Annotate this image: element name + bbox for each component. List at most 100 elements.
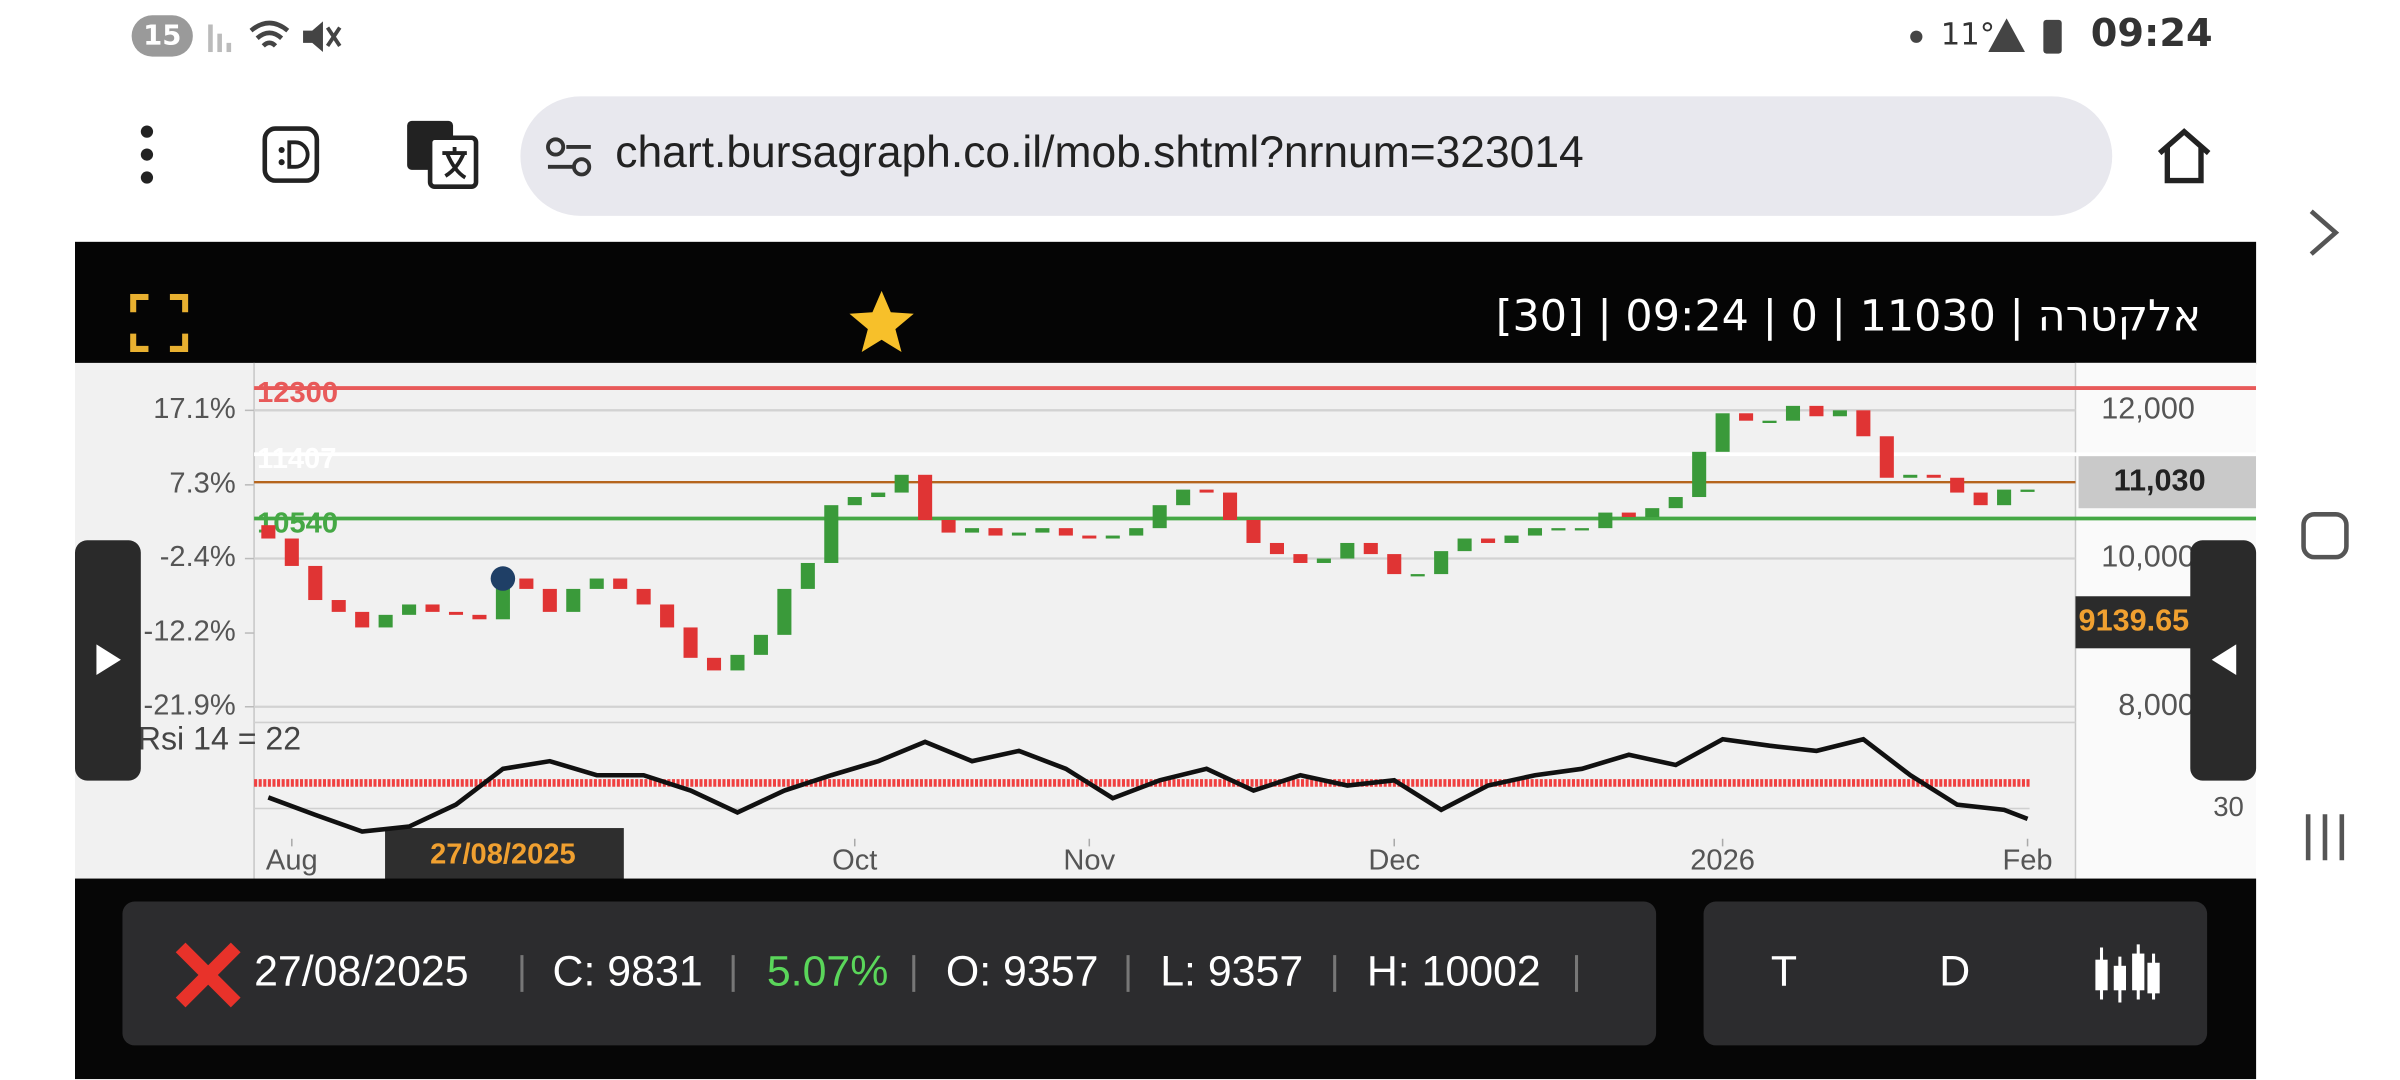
tool-button[interactable]: T	[1770, 947, 1798, 995]
y-tick-label: 10,000	[2101, 540, 2195, 574]
candle-body	[1316, 558, 1331, 563]
browser-toolbar: chart.bursagraph.co.il/mob.shtml?nrnum=3…	[74, 76, 2257, 242]
candle-body	[261, 525, 276, 539]
candle-body	[1762, 420, 1777, 423]
candle-body	[402, 604, 417, 615]
candle-body	[1645, 508, 1660, 518]
last-price-box	[2078, 456, 2257, 509]
candle-body	[1434, 551, 1449, 575]
chart: 12,000 10,000 8,000 17.1% 7.3% -2.4% -12.2% -21…	[74, 362, 2257, 881]
candle-body	[800, 562, 815, 589]
cursor-price-label: 9139.65	[2079, 603, 2190, 637]
candle-body	[1903, 474, 1918, 478]
status-bar: 15 11° 09:24	[0, 0, 2400, 77]
scroll-left-button[interactable]	[74, 540, 141, 781]
favorite-button[interactable]	[846, 288, 916, 355]
candle-body	[1598, 512, 1613, 529]
candle-body	[1950, 477, 1965, 493]
close-button[interactable]	[174, 941, 241, 1008]
candle-body	[1410, 574, 1425, 577]
candle-body	[613, 578, 628, 589]
candle-body	[2020, 489, 2035, 492]
info-close: C: 9831	[552, 947, 703, 995]
candle-body	[355, 611, 370, 628]
y2-tick-label: -21.9%	[144, 689, 236, 721]
info-area: 27/08/2025 C: 9831 5.07% O: 9357 L: 9357…	[74, 878, 2257, 1080]
candle-body	[918, 474, 933, 520]
tools-panel: T D	[1703, 901, 2208, 1046]
extension-button[interactable]	[262, 126, 323, 187]
candle-body	[1527, 528, 1543, 536]
candle-body	[1011, 532, 1026, 536]
candle-body	[1082, 535, 1097, 539]
candle-body	[1199, 489, 1214, 493]
candle-body	[566, 588, 581, 612]
fullscreen-button[interactable]	[130, 293, 189, 353]
candle-body	[1457, 538, 1472, 552]
x-tick-label: Nov	[1063, 844, 1115, 876]
candle-body	[730, 654, 745, 671]
candle-body	[964, 528, 980, 533]
candle-body	[1504, 535, 1519, 543]
candle-body	[1363, 542, 1378, 555]
arrow-icon	[96, 644, 121, 675]
candle-body	[847, 497, 862, 506]
status-alert-icons	[1988, 18, 2062, 54]
last-price-label: 11,030	[2114, 463, 2206, 497]
plot-background	[74, 362, 2257, 881]
x-tick-label: Dec	[1368, 844, 1420, 876]
info-change: 5.07%	[766, 947, 889, 995]
chart-type-button[interactable]	[2092, 941, 2162, 1005]
translate-button[interactable]	[406, 119, 479, 192]
candle-body	[660, 604, 675, 628]
dot	[1910, 30, 1923, 43]
candle-body	[824, 505, 839, 563]
tool-button[interactable]: D	[1939, 947, 1971, 995]
candle-body	[1058, 528, 1073, 536]
candle-body	[425, 604, 440, 612]
info-date: 27/08/2025	[254, 947, 469, 995]
candle-body	[1856, 410, 1871, 437]
x-tick-label: Feb	[2002, 844, 2052, 876]
site-settings-icon[interactable]	[545, 136, 594, 179]
home-button[interactable]	[2154, 126, 2215, 187]
menu-button[interactable]	[121, 122, 182, 189]
y2-tick-label: -12.2%	[144, 616, 236, 648]
temperature: 11°	[1940, 15, 1996, 53]
candle-body	[1785, 405, 1801, 421]
url-text: chart.bursagraph.co.il/mob.shtml?nrnum=3…	[615, 128, 1584, 178]
candle-body	[472, 614, 487, 620]
info-panel: 27/08/2025 C: 9831 5.07% O: 9357 L: 9357…	[122, 901, 1657, 1046]
rsi-title: Rsi 14 = 22	[138, 720, 301, 756]
candle-body	[519, 578, 534, 589]
candle-body	[1692, 451, 1707, 498]
x-tick-label: 2026	[1690, 844, 1755, 876]
candle-body	[1879, 436, 1894, 478]
candle-body	[777, 588, 792, 635]
candle-body	[1246, 519, 1261, 543]
candle-body	[988, 528, 1003, 536]
candle-body	[1387, 554, 1402, 575]
candle-body	[448, 611, 464, 615]
candle-body	[1715, 413, 1730, 452]
y-tick-label: 12,000	[2101, 391, 2195, 425]
candle-body	[1668, 497, 1683, 509]
candle-body	[1481, 538, 1496, 543]
candle-body	[1621, 512, 1636, 518]
candle-body	[753, 634, 768, 655]
candle-body	[1129, 528, 1144, 536]
cursor-marker	[490, 566, 516, 591]
address-bar[interactable]: chart.bursagraph.co.il/mob.shtml?nrnum=3…	[520, 96, 2113, 216]
level-label: 12300	[257, 377, 338, 409]
scroll-right-button[interactable]	[2190, 540, 2257, 781]
candle-body	[1832, 410, 1847, 417]
cursor-date-label: 27/08/2025	[430, 838, 576, 870]
x-tick-label: Oct	[832, 844, 877, 876]
candle-body	[1176, 489, 1191, 506]
info-high: H: 10002	[1366, 947, 1541, 995]
rsi-tick-label: 30	[2213, 791, 2244, 822]
candle-body	[1926, 474, 1941, 478]
candle-body	[683, 627, 698, 658]
candle-body	[1152, 505, 1167, 529]
